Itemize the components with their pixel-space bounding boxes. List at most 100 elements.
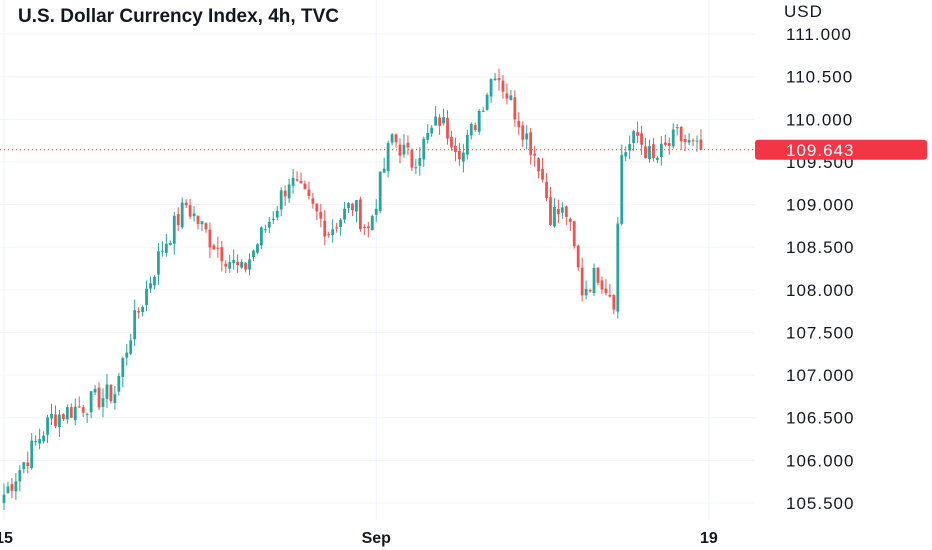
- candle-body: [687, 140, 691, 143]
- y-tick-label: 110.500: [786, 68, 853, 87]
- y-tick-label: 108.500: [786, 238, 854, 257]
- candle-body: [10, 484, 14, 491]
- candle-body: [347, 203, 350, 209]
- candle-body: [271, 218, 275, 221]
- candle-body: [267, 222, 271, 228]
- candle-body: [93, 388, 97, 393]
- candle-body: [580, 267, 584, 296]
- candle-body: [161, 250, 164, 252]
- candle-body: [319, 211, 323, 219]
- candle-body: [188, 205, 192, 217]
- candle-body: [442, 117, 445, 124]
- y-tick-label: 111.000: [786, 25, 852, 44]
- candle-body: [283, 190, 287, 197]
- candle-body: [624, 152, 628, 157]
- candle-body: [663, 142, 667, 145]
- candle-body: [117, 376, 121, 392]
- candle-body: [236, 261, 240, 266]
- candle-body: [157, 251, 160, 275]
- candle-body: [533, 153, 537, 156]
- candle-body: [58, 414, 61, 428]
- candle-body: [351, 203, 354, 211]
- candle-body: [454, 145, 457, 153]
- candle-body: [50, 413, 53, 419]
- candle-body: [469, 123, 473, 136]
- candle-body: [125, 352, 129, 358]
- candle-body: [69, 407, 73, 418]
- y-tick-label: 107.500: [786, 323, 854, 342]
- candle-body: [628, 143, 632, 151]
- candle-body: [636, 132, 639, 136]
- candle-body: [616, 223, 620, 312]
- candle-body: [81, 407, 85, 413]
- candle-body: [73, 406, 77, 421]
- candle-body: [307, 189, 311, 196]
- candle-body: [18, 470, 22, 482]
- candle-body: [450, 137, 453, 148]
- candle-body: [339, 219, 342, 227]
- candle-body: [394, 134, 398, 143]
- candle-body: [402, 144, 406, 155]
- candle-body: [576, 245, 580, 268]
- candle-body: [679, 126, 683, 142]
- candle-body: [323, 220, 327, 237]
- candle-body: [370, 215, 374, 231]
- candle-body: [560, 207, 564, 213]
- candle-body: [89, 391, 93, 413]
- candle-body: [6, 486, 10, 493]
- candle-body: [256, 244, 259, 253]
- candle-body: [335, 227, 339, 229]
- x-tick-label: 15: [0, 530, 13, 547]
- candle-body: [438, 117, 441, 126]
- candle-body: [612, 294, 616, 310]
- candle-body: [141, 306, 144, 313]
- candle-body: [65, 407, 69, 420]
- candle-body: [149, 283, 152, 289]
- candle-body: [648, 146, 651, 160]
- candle-body: [537, 158, 540, 172]
- candle-body: [545, 181, 548, 199]
- candle-body: [513, 97, 517, 120]
- last-price-label: 109.643: [786, 141, 854, 160]
- candle-body: [208, 229, 212, 248]
- candle-body: [168, 243, 172, 245]
- candle-body: [279, 190, 283, 210]
- candle-body: [446, 117, 449, 139]
- candle-body: [426, 132, 430, 140]
- candle-body: [224, 263, 228, 267]
- candle-body: [355, 200, 358, 212]
- y-tick-label: 106.500: [786, 409, 854, 428]
- candle-body: [667, 143, 671, 146]
- candle-body: [204, 223, 208, 230]
- candle-body: [497, 78, 501, 81]
- candle-body: [77, 406, 81, 408]
- candle-body: [113, 394, 117, 404]
- candle-body: [632, 130, 636, 143]
- candle-body: [378, 171, 382, 212]
- candle-body: [659, 143, 663, 158]
- candle-body: [588, 289, 592, 292]
- candle-body: [553, 206, 556, 227]
- candle-body: [196, 215, 200, 224]
- y-tick-label: 110.000: [786, 110, 853, 129]
- candle-body: [541, 168, 544, 180]
- candle-body: [644, 146, 647, 159]
- candle-body: [291, 177, 295, 186]
- candle-body: [34, 441, 38, 443]
- y-tick-label: 109.000: [786, 196, 854, 215]
- candle-body: [656, 157, 659, 160]
- candle-body: [418, 158, 422, 166]
- candle-body: [184, 202, 188, 206]
- candle-body: [299, 180, 303, 184]
- candle-body: [105, 384, 109, 399]
- x-tick-label: Sep: [362, 530, 392, 547]
- candle-body: [620, 154, 624, 224]
- candle-body: [14, 481, 18, 492]
- candle-body: [481, 110, 485, 112]
- candle-body: [529, 132, 533, 155]
- candle-body: [42, 435, 45, 442]
- candle-body: [137, 311, 141, 313]
- candle-body: [386, 143, 390, 172]
- candle-body: [414, 167, 418, 169]
